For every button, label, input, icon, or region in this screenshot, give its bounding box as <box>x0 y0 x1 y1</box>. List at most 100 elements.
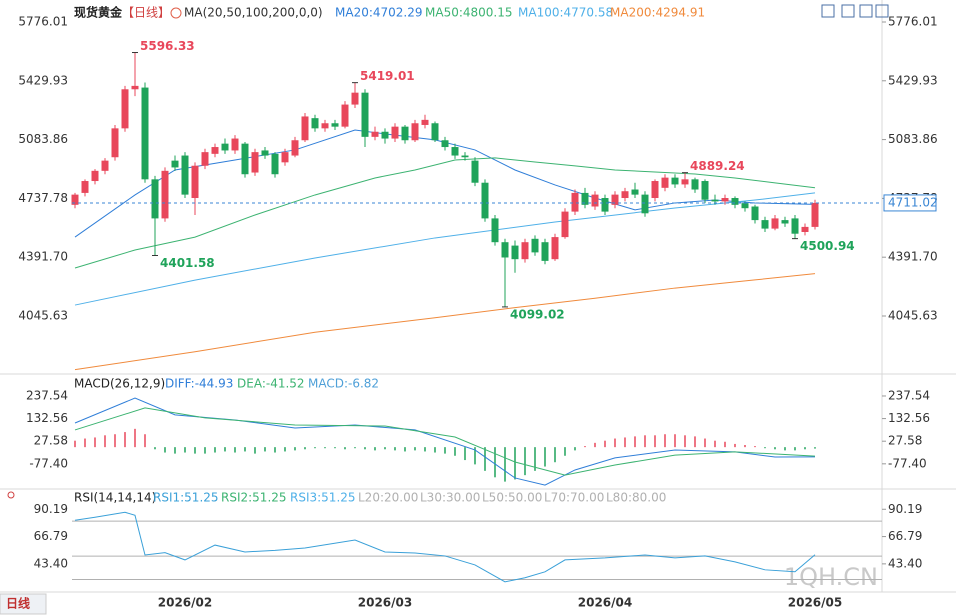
y-tick-label: 90.19 <box>888 502 922 516</box>
watermark: 1QH.CN <box>784 563 878 591</box>
candle-body <box>771 218 779 229</box>
legend-entry: MA50:4800.15 <box>425 6 513 20</box>
y-tick-label: 27.58 <box>888 434 922 448</box>
y-tick-label: 4045.63 <box>18 308 68 322</box>
candle-body <box>651 181 659 199</box>
candle-body <box>491 218 499 243</box>
y-tick-label: 43.40 <box>888 556 922 570</box>
level-legend: L70:70.00 <box>544 491 604 505</box>
candle-body <box>781 220 789 224</box>
candle-body <box>691 179 699 190</box>
candle-body <box>81 181 89 193</box>
x-tick-label: 2026/03 <box>358 596 412 610</box>
candle-body <box>191 165 199 199</box>
candle-body <box>371 131 379 137</box>
candle-body <box>221 143 229 151</box>
x-tick-label: 2026/05 <box>788 596 842 610</box>
add-indicator-icon[interactable] <box>170 7 182 19</box>
candle-body <box>181 155 189 195</box>
candle-body <box>411 123 419 141</box>
candle-body <box>381 131 389 139</box>
candle-body <box>801 226 809 232</box>
period-button-label[interactable]: 日线 <box>6 596 30 611</box>
toolbar-button[interactable] <box>875 4 889 18</box>
y-tick-label: 27.58 <box>34 434 68 448</box>
candle-body <box>201 152 209 166</box>
candle-body <box>731 198 739 205</box>
toolbar[interactable] <box>821 4 889 18</box>
low-label: 4401.58 <box>160 256 215 270</box>
y-tick-label: 4391.70 <box>888 250 938 264</box>
candle-body <box>501 242 509 258</box>
y-tick-label: 66.79 <box>34 529 68 543</box>
toolbar-button[interactable] <box>821 4 835 18</box>
y-tick-label: 132.56 <box>888 411 930 425</box>
y-tick-label: 5776.01 <box>18 14 68 28</box>
indicator-label: MA(20,50,100,200,0,0) <box>184 6 323 20</box>
legend-entry: RSI2:51.25 <box>221 491 287 505</box>
candle-body <box>351 92 359 105</box>
level-legend: L30:30.00 <box>420 491 480 505</box>
candle-body <box>581 192 589 205</box>
candle-body <box>671 177 679 185</box>
legend-entry: MA20:4702.29 <box>335 6 423 20</box>
settings-icon[interactable] <box>7 491 15 499</box>
candle-body <box>591 194 599 207</box>
macd-line <box>74 407 816 476</box>
candle-body <box>551 237 559 260</box>
low-label: 4099.02 <box>510 307 565 321</box>
candle-body <box>161 170 169 219</box>
candle-body <box>441 140 449 148</box>
candle-body <box>271 153 279 175</box>
candle-body <box>531 238 539 253</box>
level-legend: L20:20.00 <box>358 491 418 505</box>
low-label: 4500.94 <box>800 239 855 253</box>
panel-title: RSI(14,14,14) <box>74 491 156 505</box>
candle-body <box>211 147 219 154</box>
candle-body <box>471 160 479 183</box>
candle-body <box>281 152 289 163</box>
candle-body <box>741 203 749 209</box>
legend-entry: MA200:4294.91 <box>610 6 705 20</box>
level-legend: L50:50.00 <box>482 491 542 505</box>
candle-body <box>521 242 529 260</box>
candle-body <box>641 194 649 214</box>
candle-body <box>251 152 259 173</box>
candle-body <box>811 202 819 227</box>
legend-entry: MACD:-6.82 <box>308 377 379 391</box>
y-tick-label: 4391.70 <box>18 250 68 264</box>
candle-body <box>751 206 759 221</box>
candle-body <box>141 87 149 180</box>
price-label: 4711.02 <box>888 195 938 209</box>
y-tick-label: 237.54 <box>26 388 68 402</box>
candle-body <box>261 150 269 156</box>
y-tick-label: 43.40 <box>34 556 68 570</box>
y-tick-label: 5083.86 <box>888 132 938 146</box>
candle-body <box>721 198 729 202</box>
legend-entry: DIFF:-44.93 <box>165 377 233 391</box>
candle-body <box>561 211 569 238</box>
candle-body <box>681 179 689 185</box>
candle-body <box>451 147 459 156</box>
y-tick-label: 4045.63 <box>888 308 938 322</box>
candle-body <box>321 123 329 129</box>
panel-title: MACD(26,12,9) <box>74 377 165 391</box>
period-button[interactable] <box>0 593 47 615</box>
candle-body <box>101 160 109 171</box>
candle-body <box>71 194 79 205</box>
chart-title: 现货黄金 <box>74 5 123 20</box>
legend-entry: RSI1:51.25 <box>153 491 219 505</box>
candle-body <box>241 143 249 175</box>
y-tick-label: 4737.78 <box>18 191 68 205</box>
toolbar-button[interactable] <box>859 4 873 18</box>
toolbar-button[interactable] <box>841 4 855 18</box>
ma-line <box>74 129 816 238</box>
candle-body <box>621 191 629 199</box>
candle-body <box>231 138 239 151</box>
y-tick-label: 5429.93 <box>888 73 938 87</box>
y-tick-label: 90.19 <box>34 502 68 516</box>
candle-body <box>91 170 99 182</box>
